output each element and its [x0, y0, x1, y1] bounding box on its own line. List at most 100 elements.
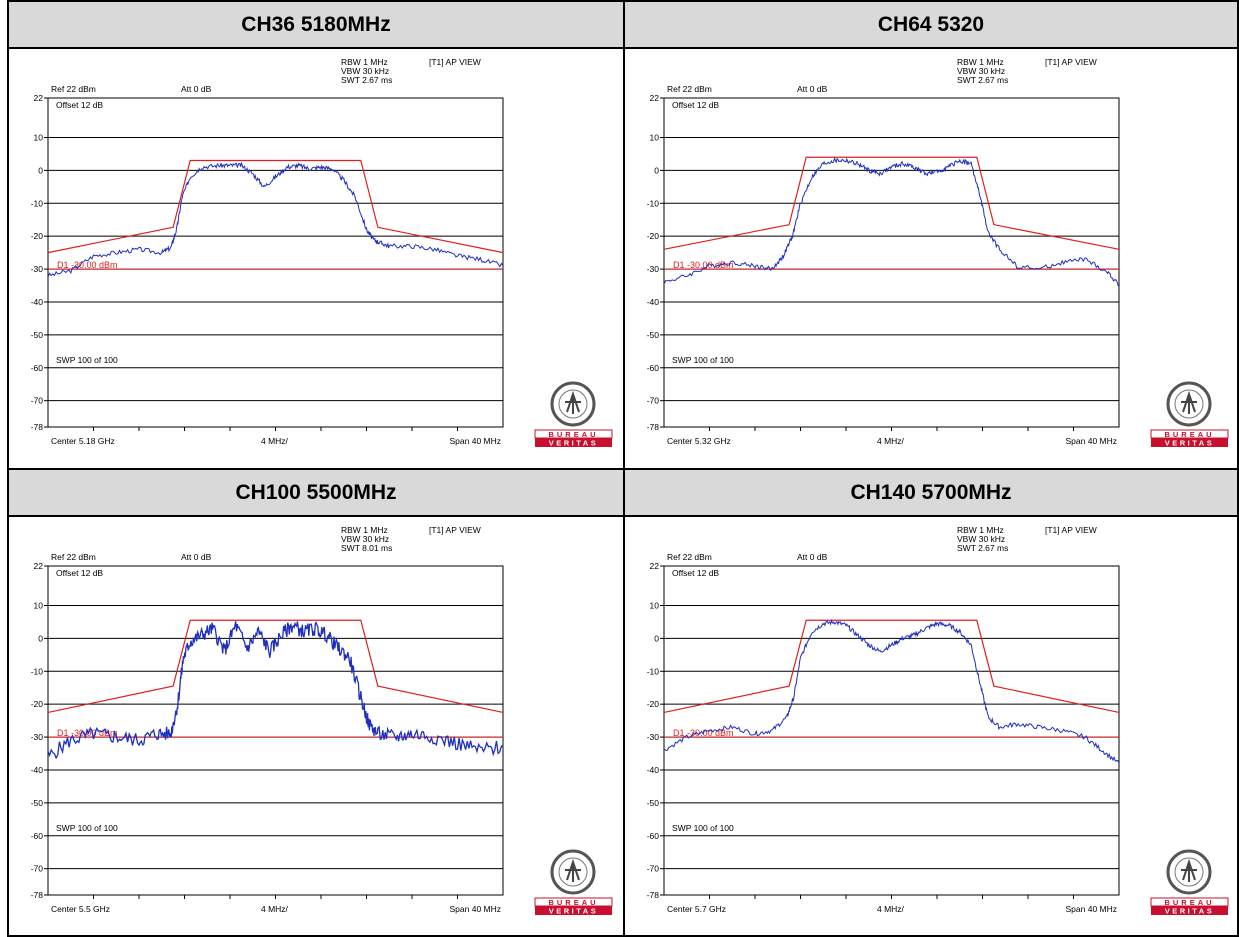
y-tick-label: -78 — [31, 890, 44, 900]
y-tick-label: -20 — [647, 699, 660, 709]
y-tick-label: -10 — [647, 198, 660, 208]
attenuation-label: Att 0 dB — [797, 84, 828, 94]
trace-view-label: [T1] AP VIEW — [1045, 57, 1097, 67]
logo-word-box-bottom — [535, 906, 612, 915]
attenuation-label: Att 0 dB — [797, 552, 828, 562]
y-tick-label: -50 — [647, 798, 660, 808]
swt-label: SWT 2.67 ms — [957, 75, 1008, 85]
y-tick-label: -60 — [31, 363, 44, 373]
panel-1: CH36 5180MHz RBW 1 MHz VBW 30 kHz SWT 2.67… — [9, 2, 625, 470]
panel-1-title: CH36 5180MHz — [9, 2, 623, 49]
y-tick-label: -50 — [31, 330, 44, 340]
y-tick-label: -10 — [31, 198, 44, 208]
spectral-mask-line — [663, 156, 1120, 250]
y-tick-label: -78 — [31, 422, 44, 432]
measured-trace — [663, 156, 1120, 287]
y-tick-label: -60 — [31, 831, 44, 841]
logo-figure — [1181, 858, 1197, 882]
y-tick-label: -40 — [647, 297, 660, 307]
spectral-mask-line — [47, 159, 504, 254]
y-tick-label: 22 — [34, 93, 44, 103]
x-division-label: 4 MHz/ — [261, 436, 289, 446]
y-tick-label: -30 — [31, 264, 44, 274]
y-tick-label: 0 — [38, 165, 43, 175]
y-tick-label: -30 — [647, 264, 660, 274]
span-label: Span 40 MHz — [1066, 904, 1118, 914]
center-frequency-label: Center 5.32 GHz — [667, 436, 731, 446]
panel-2: CH64 5320 RBW 1 MHz VBW 30 kHz SWT 2.67 ms… — [625, 2, 1239, 470]
vbw-label: VBW 30 kHz — [341, 534, 389, 544]
sweep-count-label: SWP 100 of 100 — [56, 355, 118, 365]
rbw-label: RBW 1 MHz — [957, 525, 1004, 535]
logo-word-box-bottom — [535, 438, 612, 447]
measured-trace — [663, 619, 1120, 764]
logo-word-bureau: BUREAU — [1164, 898, 1214, 907]
y-tick-label: -70 — [647, 864, 660, 874]
sweep-count-label: SWP 100 of 100 — [56, 823, 118, 833]
y-tick-label: 10 — [650, 132, 660, 142]
d1-label: D1 -30.00 dBm — [57, 728, 118, 738]
y-tick-label: 10 — [650, 600, 660, 610]
y-tick-label: -60 — [647, 363, 660, 373]
results-table: CH36 5180MHz RBW 1 MHz VBW 30 kHz SWT 2.67… — [7, 0, 1239, 937]
logo-figure — [1181, 390, 1197, 414]
panel-4-title: CH140 5700MHz — [625, 470, 1237, 517]
x-division-label: 4 MHz/ — [877, 436, 905, 446]
swt-label: SWT 2.67 ms — [341, 75, 392, 85]
logo-word-bureau: BUREAU — [548, 898, 598, 907]
spectral-mask-line — [47, 619, 504, 713]
y-tick-label: -10 — [647, 666, 660, 676]
x-division-label: 4 MHz/ — [261, 904, 289, 914]
rbw-label: RBW 1 MHz — [341, 525, 388, 535]
vbw-label: VBW 30 kHz — [341, 66, 389, 76]
y-tick-label: -30 — [31, 732, 44, 742]
y-tick-label: -40 — [31, 765, 44, 775]
trace-view-label: [T1] AP VIEW — [429, 525, 481, 535]
y-tick-label: -70 — [31, 864, 44, 874]
y-tick-label: -70 — [647, 396, 660, 406]
rbw-label: RBW 1 MHz — [957, 57, 1004, 67]
offset-label: Offset 12 dB — [672, 100, 719, 110]
ref-level-label: Ref 22 dBm — [51, 84, 96, 94]
vbw-label: VBW 30 kHz — [957, 534, 1005, 544]
offset-label: Offset 12 dB — [56, 100, 103, 110]
y-tick-label: -50 — [647, 330, 660, 340]
x-division-label: 4 MHz/ — [877, 904, 905, 914]
y-tick-label: 22 — [650, 561, 660, 571]
y-tick-label: -20 — [647, 231, 660, 241]
y-tick-label: -40 — [31, 297, 44, 307]
panel-3-title: CH100 5500MHz — [9, 470, 623, 517]
y-tick-label: -20 — [31, 699, 44, 709]
attenuation-label: Att 0 dB — [181, 552, 212, 562]
y-tick-label: -78 — [647, 890, 660, 900]
sweep-count-label: SWP 100 of 100 — [672, 823, 734, 833]
swt-label: SWT 8.01 ms — [341, 543, 392, 553]
y-tick-label: -30 — [647, 732, 660, 742]
logo-word-veritas: VERITAS — [549, 907, 598, 916]
logo-word-bureau: BUREAU — [1164, 430, 1214, 439]
y-tick-label: 22 — [34, 561, 44, 571]
logo-word-veritas: VERITAS — [1165, 907, 1214, 916]
logo-figure — [565, 858, 581, 882]
vbw-label: VBW 30 kHz — [957, 66, 1005, 76]
measured-trace — [47, 621, 504, 760]
y-tick-label: 10 — [34, 600, 44, 610]
y-tick-label: -50 — [31, 798, 44, 808]
ref-level-label: Ref 22 dBm — [667, 552, 712, 562]
y-tick-label: 0 — [38, 633, 43, 643]
trace-view-label: [T1] AP VIEW — [429, 57, 481, 67]
offset-label: Offset 12 dB — [56, 568, 103, 578]
y-tick-label: -40 — [647, 765, 660, 775]
d1-label: D1 -30.00 dBm — [673, 260, 734, 270]
logo-word-box-bottom — [1151, 906, 1228, 915]
y-tick-label: 0 — [654, 165, 659, 175]
sweep-count-label: SWP 100 of 100 — [672, 355, 734, 365]
span-label: Span 40 MHz — [1066, 436, 1118, 446]
